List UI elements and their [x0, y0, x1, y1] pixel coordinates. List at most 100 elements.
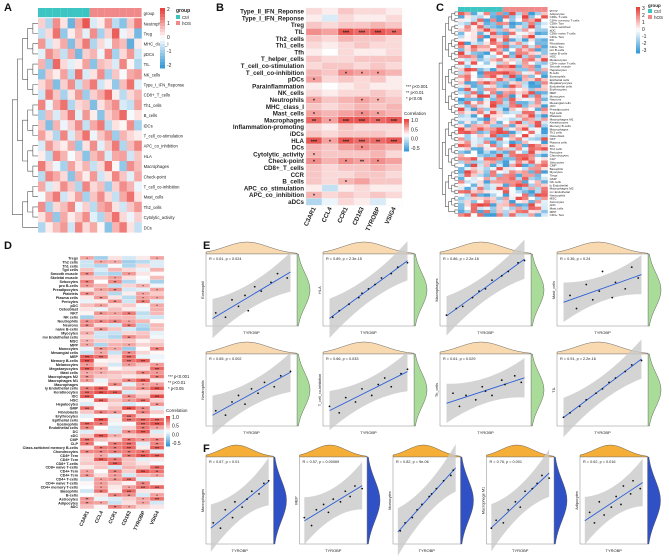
colorbar-step	[166, 438, 170, 441]
data-point	[593, 522, 596, 524]
data-point	[524, 490, 526, 493]
corr-cell	[305, 123, 323, 131]
heatmap-cell	[528, 150, 535, 155]
row-label: Sebocytes	[550, 160, 565, 164]
corr-cell	[79, 382, 95, 387]
group-cell	[496, 7, 503, 12]
x-axis-label: TYROBP	[606, 548, 623, 553]
sig-star: *	[128, 486, 130, 490]
right-density	[530, 253, 545, 327]
heatmap-cell	[509, 203, 516, 207]
heatmap-cell	[458, 120, 465, 125]
heatmap-cell	[496, 61, 503, 65]
corr-cell	[305, 21, 323, 29]
colorbar-step	[636, 27, 640, 31]
heatmap-cell	[477, 147, 484, 151]
data-point	[548, 477, 551, 479]
data-point	[630, 364, 633, 366]
data-point	[608, 381, 610, 384]
row-label: Pericytes	[550, 150, 563, 154]
heatmap-cell	[134, 171, 142, 182]
regression-line	[304, 485, 363, 522]
sig-star: **	[376, 119, 381, 125]
sig-star: *	[86, 344, 88, 348]
y-axis-label: MEP	[295, 496, 299, 505]
heatmap-cell	[541, 213, 548, 217]
corr-cell	[135, 311, 151, 316]
sig-star: *	[313, 78, 316, 84]
colorbar-tick: -1	[167, 49, 172, 55]
dendrogram-branch	[454, 90, 458, 95]
heatmap-cell	[483, 150, 491, 155]
heatmap-cell	[67, 48, 76, 60]
heatmap-cell	[104, 201, 113, 213]
corr-cell	[321, 103, 339, 111]
heatmap-cell	[515, 94, 523, 98]
heatmap-cell	[464, 18, 471, 23]
corr-cell	[135, 303, 151, 308]
heatmap-cell	[60, 110, 68, 121]
heatmap-cell	[477, 38, 484, 42]
heatmap-cell	[496, 94, 503, 98]
stat-label: R = 0.76, p = 0.001	[490, 460, 523, 464]
corr-cell	[107, 405, 123, 411]
stat-label: R = 0.66, p = 0.033	[326, 357, 359, 361]
heatmap-cell	[477, 186, 484, 191]
heatmap-cell	[477, 117, 484, 122]
heatmap-cell	[490, 64, 497, 69]
heatmap-cell	[502, 203, 510, 207]
corr-cell	[305, 7, 323, 15]
heatmap-cell	[458, 35, 465, 39]
heatmap-cell	[483, 38, 491, 42]
heatmap-cell	[496, 104, 503, 108]
heatmap-cell	[45, 212, 53, 223]
corr-cell	[107, 295, 123, 300]
sig-star: **	[156, 375, 159, 379]
heatmap-cell	[477, 11, 484, 16]
heatmap-cell	[104, 140, 113, 151]
heatmap-cell	[541, 150, 548, 155]
heatmap-cell	[75, 161, 83, 172]
heatmap-cell	[502, 196, 510, 201]
sig-star: ***	[155, 454, 160, 458]
row-label: Basophils	[60, 489, 78, 493]
heatmap-cell	[60, 59, 68, 70]
heatmap-cell	[509, 97, 516, 102]
heatmap-cell	[522, 160, 529, 164]
row-label: CD8+ naive T-cells	[46, 466, 79, 470]
heatmap-cell	[470, 173, 478, 178]
heatmap-cell	[52, 150, 61, 162]
data-point	[637, 277, 640, 279]
sig-star: ***	[127, 359, 132, 363]
row-label: pDCs	[288, 77, 305, 84]
heatmap-cell	[528, 206, 535, 211]
sig-star: **	[86, 273, 89, 277]
heatmap-cell	[97, 38, 105, 49]
corr-cell	[353, 150, 371, 158]
row-label: TIL	[295, 29, 304, 36]
heatmap-cell	[490, 35, 497, 39]
dendrogram-branch	[451, 13, 455, 21]
sig-star: **	[86, 375, 89, 379]
corr-cell	[107, 291, 123, 296]
group-cell	[75, 8, 83, 18]
group-cell	[490, 7, 497, 12]
heatmap-cell	[496, 101, 503, 105]
heatmap-cell	[490, 183, 497, 188]
heatmap-cell	[509, 143, 516, 148]
data-point	[598, 500, 601, 503]
heatmap-cell	[534, 110, 542, 115]
heatmap-cell	[515, 193, 523, 197]
top-density	[205, 241, 298, 255]
corr-cell	[121, 338, 137, 344]
heatmap-cell	[528, 77, 535, 82]
heatmap-cell	[470, 54, 478, 59]
sig-star: **	[114, 506, 117, 510]
corr-cell	[353, 35, 371, 43]
row-label: Macrophages M1	[48, 379, 78, 383]
heatmap-cell	[515, 196, 523, 201]
heatmap-cell	[509, 117, 516, 122]
corr-cell	[107, 303, 123, 308]
heatmap-cell	[502, 107, 510, 112]
